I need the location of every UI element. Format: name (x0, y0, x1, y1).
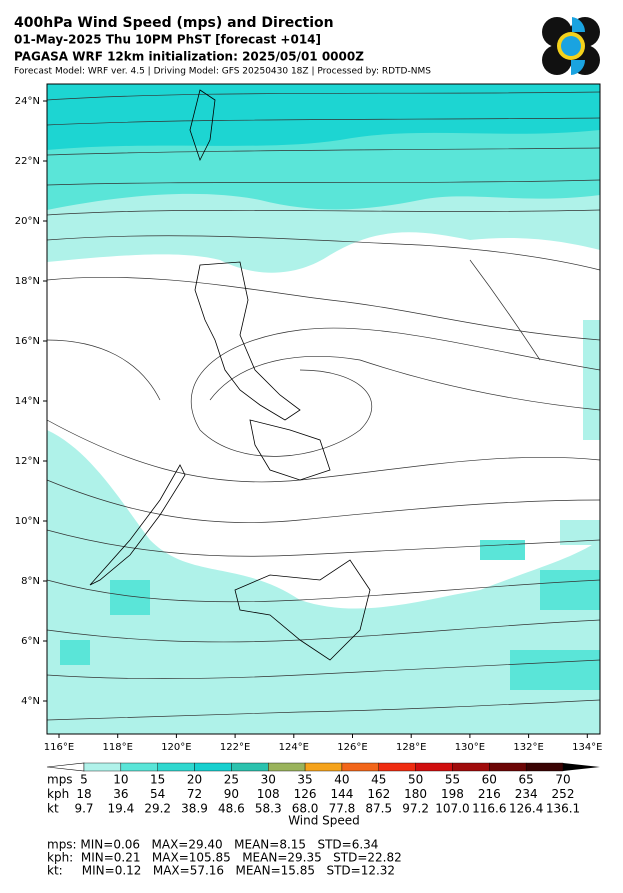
scale-value: 54 (150, 787, 165, 801)
colorbar-left-arrow (46, 762, 85, 772)
scale-value: 87.5 (365, 802, 392, 816)
unit-label: mps (47, 773, 73, 787)
stats-line: mps: MIN=0.06 MAX=29.40 MEAN=8.15 STD=6.… (47, 838, 378, 852)
scale-value: 136.1 (546, 802, 580, 816)
scale-value: 68.0 (292, 802, 319, 816)
scale-value: 162 (367, 787, 390, 801)
logo (542, 17, 600, 75)
scale-value: 97.2 (402, 802, 429, 816)
lon-label: 126°E (337, 742, 367, 753)
lon-label: 132°E (513, 742, 543, 753)
stats-line: kph: MIN=0.21 MAX=105.85 MEAN=29.35 STD=… (47, 851, 402, 865)
scale-value: 18 (76, 787, 91, 801)
scale-value: 5 (80, 773, 88, 787)
lon-label: 122°E (220, 742, 250, 753)
scale-value: 29.2 (144, 802, 171, 816)
unit-label: kph (47, 787, 69, 801)
scale-value: 45 (371, 773, 386, 787)
colorbar-segment (341, 762, 379, 772)
lon-label: 124°E (279, 742, 309, 753)
lon-label: 120°E (161, 742, 191, 753)
scale-value: 252 (552, 787, 575, 801)
colorbar-segment (452, 762, 490, 772)
lat-label: 24°N (15, 96, 40, 107)
init-line: PAGASA WRF 12km initialization: 2025/05/… (14, 50, 364, 64)
scale-value: 72 (187, 787, 202, 801)
colorbar-segment (157, 762, 195, 772)
scale-value: 60 (482, 773, 497, 787)
scale-value: 126 (294, 787, 317, 801)
lat-label: 22°N (15, 156, 40, 167)
scale-value: 35 (297, 773, 312, 787)
colorbar-segment (120, 762, 158, 772)
lon-label: 118°E (102, 742, 132, 753)
colorbar-segment (415, 762, 453, 772)
scale-value: 50 (408, 773, 423, 787)
lat-label: 12°N (15, 456, 40, 467)
scale-value: 48.6 (218, 802, 245, 816)
colorbar-segment (268, 762, 306, 772)
colorbar-segment (489, 762, 527, 772)
colorbar-label: Wind Speed (288, 814, 360, 828)
scale-value: 40 (334, 773, 349, 787)
colorbar-segment (194, 762, 232, 772)
map (46, 83, 601, 735)
map-frame (46, 83, 601, 735)
lon-label: 116°E (44, 742, 74, 753)
scale-value: 65 (519, 773, 534, 787)
credits: Forecast Model: WRF ver. 4.5 | Driving M… (14, 67, 431, 77)
scale-value: 77.8 (329, 802, 356, 816)
scale-value: 216 (478, 787, 501, 801)
scale-value: 126.4 (509, 802, 543, 816)
lat-label: 8°N (21, 576, 40, 587)
scale-value: 20 (187, 773, 202, 787)
scale-value: 234 (515, 787, 538, 801)
lat-label: 20°N (15, 216, 40, 227)
lon-label: 134°E (572, 742, 602, 753)
scale-value: 10 (113, 773, 128, 787)
lat-label: 4°N (21, 696, 40, 707)
scale-value: 108 (257, 787, 280, 801)
unit-label: kt (47, 802, 59, 816)
lat-label: 10°N (15, 516, 40, 527)
lat-label: 6°N (21, 636, 40, 647)
streamlines (46, 91, 601, 721)
subtitle: 01-May-2025 Thu 10PM PhST [forecast +014… (14, 33, 321, 47)
scale-value: 198 (441, 787, 464, 801)
colorbar-segment (378, 762, 416, 772)
lon-label: 128°E (396, 742, 426, 753)
scale-value: 90 (224, 787, 239, 801)
scale-value: 15 (150, 773, 165, 787)
scale-value: 107.0 (435, 802, 469, 816)
scale-value: 55 (445, 773, 460, 787)
scale-value: 25 (224, 773, 239, 787)
scale-value: 180 (404, 787, 427, 801)
coastline (89, 89, 371, 661)
colorbar-segment (83, 762, 122, 772)
lat-label: 14°N (15, 396, 40, 407)
lat-label: 18°N (15, 276, 40, 287)
scale-value: 19.4 (107, 802, 134, 816)
colorbar-segment (231, 762, 269, 772)
scale-value: 30 (261, 773, 276, 787)
scale-value: 116.6 (472, 802, 506, 816)
scale-value: 144 (330, 787, 353, 801)
lon-label: 130°E (455, 742, 485, 753)
scale-value: 9.7 (74, 802, 93, 816)
colorbar-right-arrow (563, 763, 600, 771)
colorbar-segment (525, 762, 564, 772)
scale-value: 58.3 (255, 802, 282, 816)
scale-value: 38.9 (181, 802, 208, 816)
colorbar-segment (304, 762, 343, 772)
stats-line: kt: MIN=0.12 MAX=57.16 MEAN=15.85 STD=12… (47, 864, 395, 878)
title: 400hPa Wind Speed (mps) and Direction (14, 15, 334, 31)
scale-value: 36 (113, 787, 128, 801)
scale-value: 70 (555, 773, 570, 787)
lat-label: 16°N (15, 336, 40, 347)
